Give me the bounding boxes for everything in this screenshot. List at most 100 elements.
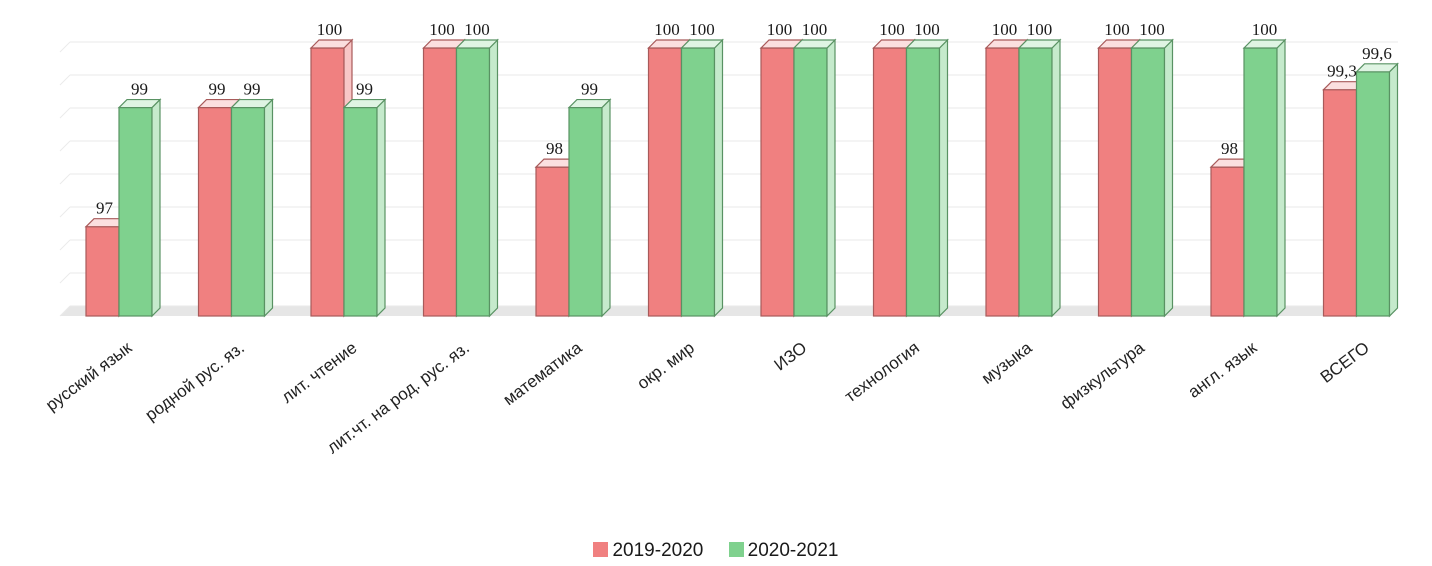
data-label-2020-2021: 99 [356,80,373,99]
data-label-2019-2020: 100 [654,20,680,39]
data-label-2020-2021: 99 [244,80,261,99]
data-label-2020-2021: 100 [1139,20,1165,39]
bar-2020-2021-side [1388,62,1399,318]
bar-2020-2021-top [1242,39,1287,49]
bar-2020-2021 [455,38,499,318]
gridline-depth [59,272,71,284]
bar-2019-2020-front [85,226,120,317]
category-label: русский язык [42,338,136,415]
bar-2019-2020-front [760,47,795,317]
bar-2019-2020-front [985,47,1020,317]
bar-2020-2021-side [263,98,274,318]
gridline-depth [59,305,71,317]
bar-2020-2021-top [567,98,612,109]
category-label: ИЗО [771,338,811,375]
category-label: физкультура [1057,338,1148,413]
gridline-depth [59,41,71,53]
data-labels: 97 99 99 99 100 99 100 100 98 99 100 100 100 100 100 10… [96,20,1392,218]
bar-2020-2021-top [230,98,274,109]
gridlines [59,41,1398,317]
data-label-2019-2020: 100 [1104,20,1130,39]
bar-2020-2021-side [151,98,161,318]
bar-2020-2021-side [488,38,499,318]
gridline-depth [59,74,71,86]
bar-2020-2021 [342,98,387,318]
bar-2020-2021-top [1130,39,1174,49]
category-labels: русский язык родной рус. яз. лит. чтениели… [42,338,1373,458]
bar-2019-2020-front [872,47,908,317]
bar-2020-2021-top [680,39,724,49]
bar-2020-2021-front [793,47,828,317]
bar-2020-2021-side [376,98,386,318]
gridline-depth [59,140,71,152]
bar-2020-2021 [567,98,612,318]
bar-2020-2021-top [905,39,949,49]
bar-2020-2021-top [1355,63,1399,73]
data-label-2019-2020: 97 [96,199,114,218]
bar-2020-2021-front [455,47,491,317]
data-label-2020-2021: 100 [689,20,715,39]
bar-2019-2020-front [535,166,570,317]
bar-2020-2021-top [1017,39,1062,49]
bar-2020-2021 [1242,38,1287,318]
gridline-depth [59,206,71,218]
bar-2020-2021 [792,38,837,318]
data-label-2019-2020: 100 [992,20,1018,39]
bar-2020-2021 [1017,38,1062,318]
data-label-2020-2021: 99 [131,80,148,99]
category-label: англ. язык [1185,338,1261,402]
bar-2020-2021-side [1163,38,1174,318]
bar-2020-2021-side [1051,38,1061,318]
data-label-2020-2021: 100 [1027,20,1053,39]
gridline-depth [59,239,71,251]
data-label-2020-2021: 100 [802,20,828,39]
bar-2019-2020-top [309,39,354,49]
data-label-2020-2021: 100 [464,20,490,39]
data-label-2020-2021: 99,6 [1362,44,1392,63]
legend: 2019-2020 2020-2021 [0,540,1432,562]
gridline-depth [59,107,71,119]
legend-item-1: 2019-2020 [593,540,703,562]
bar-2020-2021-top [342,98,387,109]
bar-2019-2020-front [310,47,345,317]
chart-floor [60,306,1398,316]
bar-2020-2021-side [601,98,611,318]
bar-2020-2021-top [792,39,837,49]
bar-2020-2021-top [117,98,162,109]
bar-2020-2021-front [1355,71,1391,317]
category-label: лит. чтение [278,338,361,407]
bar-2020-2021 [1355,62,1399,318]
bar-2020-2021-front [343,106,378,317]
bar-2020-2021-front [568,106,603,317]
bar-2020-2021 [117,98,162,318]
bar-2020-2021-front [1130,47,1166,317]
bar-2020-2021-front [1018,47,1053,317]
legend-label-2: 2020-2021 [747,540,839,561]
bar-2020-2021-side [826,38,836,318]
bar-2019-2020-front [1210,166,1245,317]
bar-2020-2021 [230,98,274,318]
data-label-2019-2020: 99 [209,80,226,99]
data-label-2019-2020: 100 [767,20,793,39]
bar-2019-2020-front [422,47,458,317]
bar-2020-2021-side [938,38,949,318]
data-label-2020-2021: 100 [1252,20,1278,39]
bar-2020-2021-front [230,106,266,317]
bar-2020-2021 [680,38,724,318]
bar-2020-2021-side [713,38,724,318]
bar-2019-2020-front [1097,47,1133,317]
legend-label-1: 2019-2020 [612,540,704,561]
data-label-2019-2020: 98 [1221,139,1238,158]
category-label: окр. мир [633,338,697,393]
bar-2020-2021 [1130,38,1174,318]
category-label: музыка [978,338,1036,388]
bar-2020-2021-front [680,47,716,317]
legend-swatch-1 [593,542,609,557]
bar-2020-2021 [905,38,949,318]
category-label: технология [841,338,923,406]
bar-2020-2021-top [455,39,499,49]
data-label-2019-2020: 100 [317,20,343,39]
data-label-2019-2020: 98 [546,139,563,158]
bar-2020-2021-front [1243,47,1278,317]
